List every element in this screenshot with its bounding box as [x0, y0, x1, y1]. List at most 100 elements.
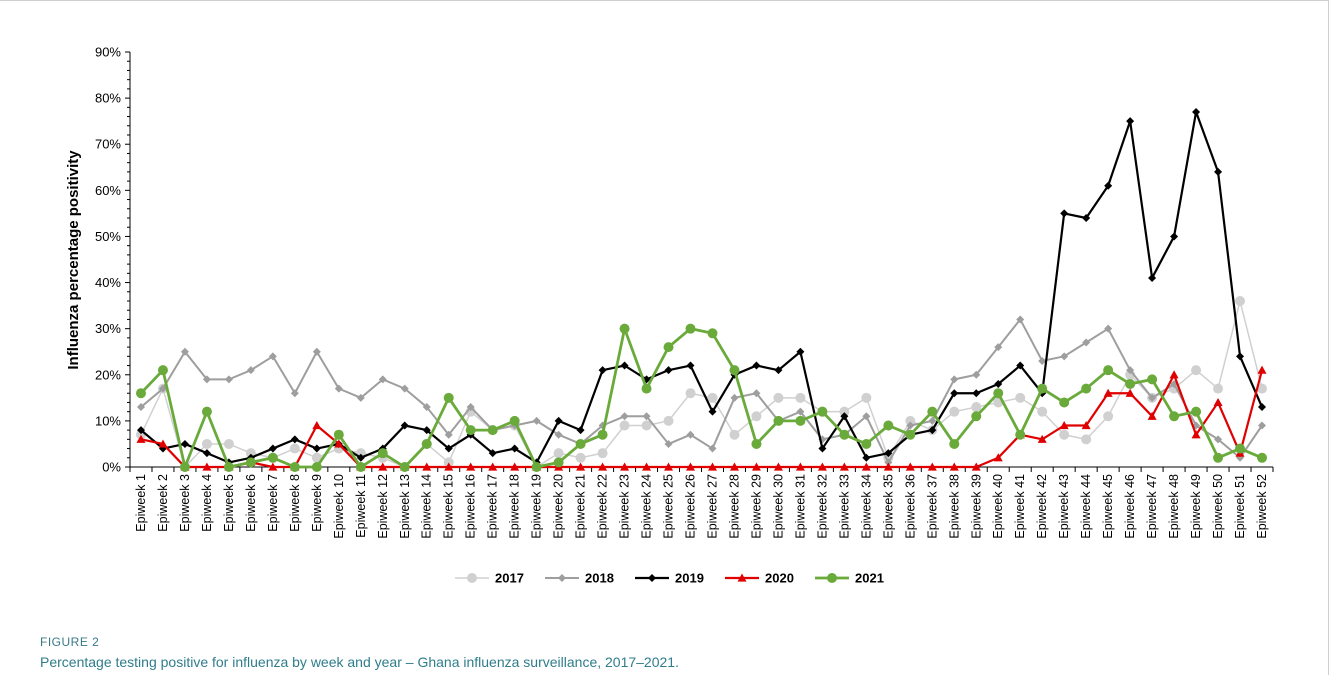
point-2021	[201, 406, 212, 417]
point-2019	[994, 380, 1003, 388]
point-2019	[268, 444, 277, 453]
y-tick-label: 80%	[95, 91, 121, 106]
point-2018	[796, 407, 805, 416]
point-2017	[707, 392, 718, 403]
figure-label: FIGURE 2	[40, 635, 100, 649]
point-2020	[378, 462, 388, 471]
point-2018	[708, 444, 717, 453]
point-2019	[1126, 117, 1135, 126]
point-2018	[1126, 366, 1135, 375]
legend-label: 2021	[855, 571, 884, 586]
x-tick-group: Epiweek 1 Epiweek 2 Epiweek 3 Epiweek 4 Epiw…	[129, 467, 1274, 539]
point-2017	[751, 411, 762, 422]
point-2019	[510, 444, 519, 453]
x-tick-label: Epiweek 14	[420, 474, 434, 539]
point-2017	[201, 438, 212, 449]
x-tick-label: Epiweek 37	[925, 474, 939, 539]
x-tick-label: Epiweek 19	[530, 474, 544, 539]
point-2021	[465, 425, 476, 436]
point-2020	[598, 462, 608, 471]
point-2020	[444, 462, 454, 471]
point-2021	[399, 462, 410, 472]
point-2020	[1147, 411, 1157, 420]
legend-item-2017: 2017	[455, 571, 524, 586]
point-2017	[1191, 365, 1202, 376]
x-tick-label: Epiweek 21	[574, 474, 588, 539]
x-tick-label: Epiweek 17	[486, 474, 500, 539]
point-2017	[553, 448, 564, 459]
line-chart: Influenza percentage positivity 0% 10% 20%…	[65, 45, 1274, 586]
point-2020	[905, 462, 915, 471]
point-2021	[421, 438, 432, 449]
x-tick-label: Epiweek 50	[1211, 474, 1225, 539]
legend-label: 2019	[675, 571, 704, 586]
point-2021	[1213, 452, 1224, 463]
x-tick-label: Epiweek 28	[727, 474, 741, 539]
series-line-2019	[140, 110, 1264, 464]
point-2020	[751, 462, 761, 471]
x-tick-label: Epiweek 51	[1233, 474, 1247, 539]
point-2017	[1081, 434, 1092, 445]
x-tick-label: Epiweek 15	[442, 474, 456, 539]
point-2019	[708, 407, 717, 416]
point-2020	[795, 462, 805, 471]
point-2020	[1081, 421, 1091, 430]
point-2018	[994, 343, 1003, 352]
point-2020	[620, 462, 630, 471]
point-2018	[1214, 435, 1223, 444]
point-2019	[884, 449, 893, 458]
x-tick-label: Epiweek 16	[464, 474, 478, 539]
legend-item-2021: 2021	[815, 571, 884, 586]
point-2018	[906, 421, 915, 430]
x-tick-label: Epiweek 48	[1167, 474, 1181, 539]
point-2021	[245, 457, 256, 468]
point-2020	[729, 462, 739, 471]
point-2017	[1015, 392, 1026, 403]
point-2017	[1235, 296, 1246, 306]
point-2020	[949, 462, 959, 471]
point-2019	[1082, 214, 1091, 222]
point-2018	[224, 375, 233, 384]
point-2019	[554, 416, 563, 425]
point-2018	[862, 412, 871, 421]
x-tick-label: Epiweek 2	[156, 474, 170, 532]
point-2017	[663, 415, 674, 426]
x-tick-label: Epiweek 27	[705, 474, 719, 539]
point-2019	[1170, 232, 1179, 241]
point-2018	[532, 416, 541, 425]
point-2020	[707, 462, 717, 471]
legend: 2017 2018 2019 2020 2021	[455, 571, 884, 586]
point-2018	[1082, 338, 1091, 347]
point-2019	[312, 444, 321, 453]
point-2021	[795, 415, 806, 426]
point-2020	[927, 462, 937, 471]
point-2017	[971, 402, 982, 413]
figure-border-top	[0, 0, 1329, 1]
point-2019	[1104, 181, 1113, 190]
point-2021	[927, 406, 938, 417]
point-2021	[553, 457, 564, 468]
point-2021	[377, 448, 388, 459]
x-tick-label: Epiweek 7	[266, 474, 280, 532]
y-tick-label: 10%	[95, 413, 121, 428]
legend-swatch-marker	[737, 573, 747, 582]
point-2021	[355, 462, 366, 472]
series-2020	[136, 365, 1267, 471]
series-2019	[136, 107, 1267, 467]
point-2018	[400, 384, 409, 393]
x-tick-label: Epiweek 41	[1013, 474, 1027, 539]
x-tick-label: Epiweek 42	[1035, 474, 1049, 539]
point-2021	[1147, 374, 1158, 385]
point-2017	[685, 388, 696, 399]
point-2018	[136, 403, 145, 412]
point-2017	[949, 406, 960, 417]
point-2020	[839, 462, 849, 471]
legend-item-2019: 2019	[635, 571, 704, 586]
point-2018	[268, 352, 277, 361]
point-2020	[576, 462, 586, 471]
point-2017	[905, 415, 916, 426]
point-2020	[158, 439, 168, 448]
x-tick-label: Epiweek 26	[684, 474, 698, 539]
legend-swatch-marker	[827, 573, 837, 583]
point-2018	[1060, 352, 1069, 361]
